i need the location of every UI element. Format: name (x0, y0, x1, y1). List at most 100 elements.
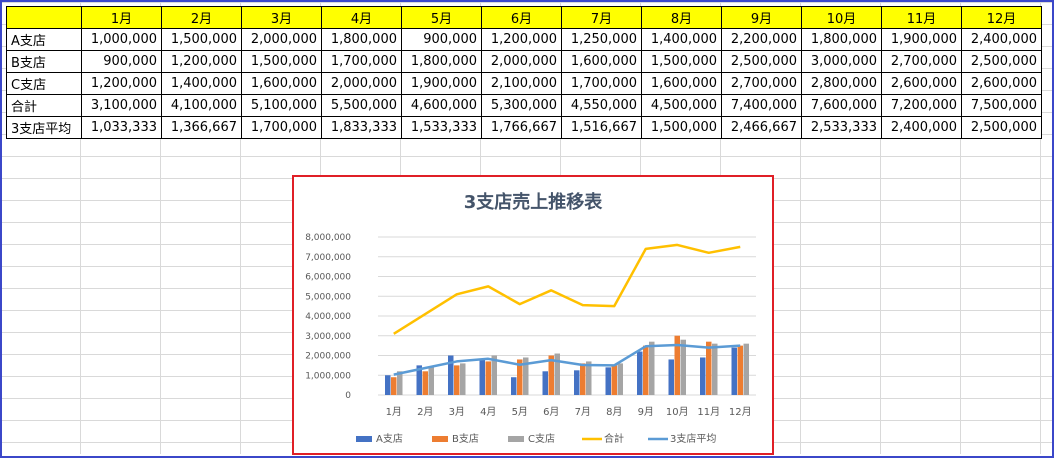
value-cell[interactable]: 5,300,000 (481, 94, 562, 117)
value-cell[interactable]: 1,700,000 (321, 50, 402, 73)
bar-C支店 (617, 363, 623, 395)
month-header-cell[interactable]: 7月 (561, 6, 642, 29)
table-row: 3支店平均 1,033,333 1,366,667 1,700,000 1,833,33… (6, 116, 1042, 139)
value-cell[interactable]: 900,000 (401, 28, 482, 51)
value-cell[interactable]: 2,500,000 (961, 116, 1042, 139)
value-cell[interactable]: 1,533,333 (401, 116, 482, 139)
y-tick-label: 0 (345, 391, 351, 401)
month-header-cell[interactable]: 1月 (81, 6, 162, 29)
month-header-cell[interactable]: 8月 (641, 6, 722, 29)
value-cell[interactable]: 2,500,000 (961, 50, 1042, 73)
value-cell[interactable]: 4,550,000 (561, 94, 642, 117)
value-cell[interactable]: 2,700,000 (881, 50, 962, 73)
month-header-cell[interactable]: 9月 (721, 6, 802, 29)
month-header-cell[interactable]: 3月 (241, 6, 322, 29)
value-cell[interactable]: 2,500,000 (721, 50, 802, 73)
value-cell[interactable]: 4,600,000 (401, 94, 482, 117)
value-cell[interactable]: 5,100,000 (241, 94, 322, 117)
value-cell[interactable]: 7,600,000 (801, 94, 882, 117)
value-cell[interactable]: 2,200,000 (721, 28, 802, 51)
row-label-cell[interactable]: C支店 (6, 72, 82, 95)
month-header-cell[interactable]: 4月 (321, 6, 402, 29)
value-cell[interactable]: 1,900,000 (881, 28, 962, 51)
value-cell[interactable]: 2,466,667 (721, 116, 802, 139)
month-header-cell[interactable]: 10月 (801, 6, 882, 29)
value-cell[interactable]: 1,366,667 (161, 116, 242, 139)
value-cell[interactable]: 1,033,333 (81, 116, 162, 139)
bar-B支店 (580, 363, 586, 395)
value-cell[interactable]: 1,833,333 (321, 116, 402, 139)
bar-A支店 (574, 370, 580, 395)
value-cell[interactable]: 7,500,000 (961, 94, 1042, 117)
value-cell[interactable]: 1,600,000 (641, 72, 722, 95)
month-header-cell[interactable]: 5月 (401, 6, 482, 29)
bar-A支店 (605, 367, 611, 395)
row-label-cell[interactable]: A支店 (6, 28, 82, 51)
month-header-cell[interactable]: 6月 (481, 6, 562, 29)
value-cell[interactable]: 7,200,000 (881, 94, 962, 117)
value-cell[interactable]: 1,700,000 (561, 72, 642, 95)
value-cell[interactable]: 1,200,000 (161, 50, 242, 73)
value-cell[interactable]: 1,200,000 (481, 28, 562, 51)
x-tick-label: 1月 (386, 406, 402, 418)
x-tick-label: 3月 (449, 406, 465, 418)
value-cell[interactable]: 3,000,000 (801, 50, 882, 73)
y-tick-label: 6,000,000 (305, 273, 351, 283)
month-header-cell[interactable]: 2月 (161, 6, 242, 29)
value-cell[interactable]: 2,000,000 (321, 72, 402, 95)
legend-swatch (508, 436, 524, 442)
value-cell[interactable]: 1,400,000 (161, 72, 242, 95)
row-label-cell[interactable]: B支店 (6, 50, 82, 73)
value-cell[interactable]: 1,500,000 (641, 116, 722, 139)
value-cell[interactable]: 1,600,000 (241, 72, 322, 95)
bar-C支店 (743, 343, 749, 395)
bar-A支店 (416, 365, 422, 395)
x-tick-label: 8月 (606, 406, 622, 418)
value-cell[interactable]: 900,000 (81, 50, 162, 73)
row-label-cell[interactable]: 合計 (6, 94, 82, 117)
value-cell[interactable]: 2,533,333 (801, 116, 882, 139)
value-cell[interactable]: 2,600,000 (961, 72, 1042, 95)
header-corner-cell[interactable] (6, 6, 82, 29)
value-cell[interactable]: 2,700,000 (721, 72, 802, 95)
value-cell[interactable]: 1,800,000 (401, 50, 482, 73)
value-cell[interactable]: 1,500,000 (241, 50, 322, 73)
chart-container[interactable]: 3支店売上推移表 0 1,000,000 2,000,000 3,000,000 4,00… (292, 175, 774, 455)
legend-label: B支店 (452, 432, 479, 445)
row-label-cell[interactable]: 3支店平均 (6, 116, 82, 139)
value-cell[interactable]: 2,000,000 (241, 28, 322, 51)
value-cell[interactable]: 5,500,000 (321, 94, 402, 117)
value-cell[interactable]: 1,516,667 (561, 116, 642, 139)
sales-table: 1月 2月 3月 4月 5月 6月 7月 8月 9月 10月 11月 12月 A支店 1,000,000 1… (6, 6, 1042, 139)
value-cell[interactable]: 2,400,000 (961, 28, 1042, 51)
value-cell[interactable]: 1,800,000 (801, 28, 882, 51)
value-cell[interactable]: 1,400,000 (641, 28, 722, 51)
value-cell[interactable]: 1,700,000 (241, 116, 322, 139)
x-tick-label: 10月 (666, 406, 689, 418)
value-cell[interactable]: 1,766,667 (481, 116, 562, 139)
y-tick-label: 1,000,000 (305, 371, 351, 381)
value-cell[interactable]: 2,600,000 (881, 72, 962, 95)
value-cell[interactable]: 1,250,000 (561, 28, 642, 51)
value-cell[interactable]: 3,100,000 (81, 94, 162, 117)
value-cell[interactable]: 1,200,000 (81, 72, 162, 95)
value-cell[interactable]: 1,600,000 (561, 50, 642, 73)
value-cell[interactable]: 1,800,000 (321, 28, 402, 51)
value-cell[interactable]: 2,000,000 (481, 50, 562, 73)
value-cell[interactable]: 1,900,000 (401, 72, 482, 95)
value-cell[interactable]: 4,100,000 (161, 94, 242, 117)
value-cell[interactable]: 1,000,000 (81, 28, 162, 51)
month-header-cell[interactable]: 12月 (961, 6, 1042, 29)
bar-C支店 (712, 343, 718, 395)
value-cell[interactable]: 1,500,000 (641, 50, 722, 73)
bar-B支店 (674, 335, 680, 395)
legend-label: A支店 (376, 432, 403, 445)
value-cell[interactable]: 1,500,000 (161, 28, 242, 51)
value-cell[interactable]: 2,800,000 (801, 72, 882, 95)
value-cell[interactable]: 2,100,000 (481, 72, 562, 95)
value-cell[interactable]: 4,500,000 (641, 94, 722, 117)
value-cell[interactable]: 7,400,000 (721, 94, 802, 117)
bar-B支店 (391, 377, 397, 395)
month-header-cell[interactable]: 11月 (881, 6, 962, 29)
value-cell[interactable]: 2,400,000 (881, 116, 962, 139)
